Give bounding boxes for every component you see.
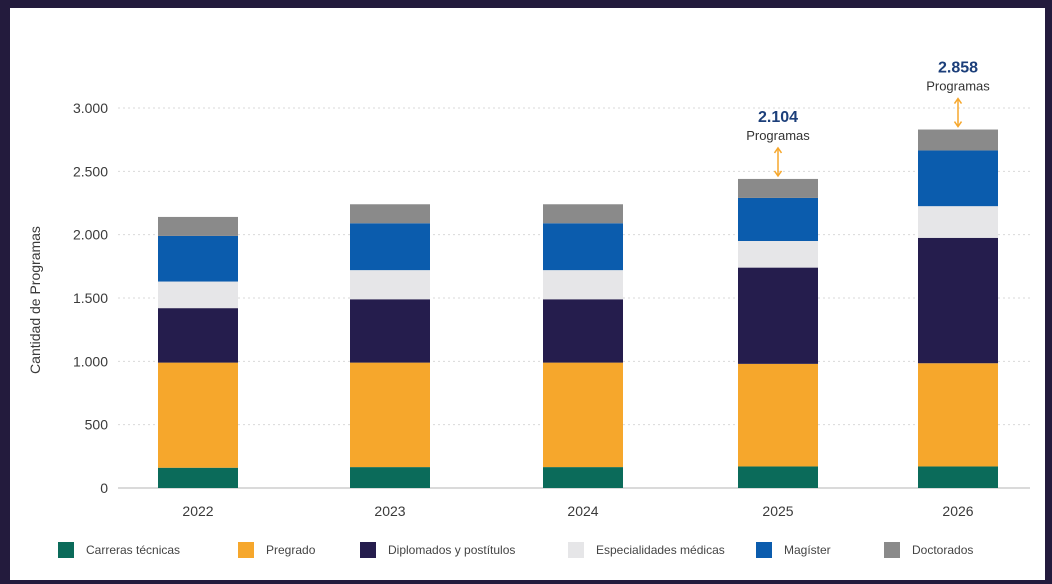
legend-item: Carreras técnicas	[58, 542, 238, 558]
legend-item: Doctorados	[884, 542, 1004, 558]
legend-swatch	[238, 542, 254, 558]
y-tick-label: 3.000	[73, 100, 108, 116]
bar-segment	[350, 362, 430, 468]
bar-segment	[543, 299, 623, 363]
y-tick-label: 2.500	[73, 163, 108, 179]
chart-panel: 0 500 1.000 1.500 2.000 2.500 3.000 2022 2023 20…	[10, 8, 1045, 580]
bar-segment	[918, 237, 998, 364]
x-axis-ticks: 2022 2023 2024 2025 2026	[182, 503, 973, 519]
annotation-arrowhead-down	[953, 121, 963, 128]
legend-label: Especialidades médicas	[596, 543, 725, 557]
bar-segment	[918, 466, 998, 488]
bar-segment	[543, 223, 623, 271]
bar-segment	[738, 267, 818, 364]
y-tick-label: 0	[100, 480, 108, 496]
bar-segment	[158, 308, 238, 363]
bar-segment	[350, 467, 430, 488]
x-tick-label: 2022	[182, 503, 213, 519]
bar-segment	[543, 270, 623, 300]
legend-label: Pregrado	[266, 543, 316, 557]
x-tick-label: 2025	[762, 503, 793, 519]
bar-segment	[918, 206, 998, 238]
legend-item: Pregrado	[238, 542, 360, 558]
x-tick-label: 2026	[942, 503, 973, 519]
bar-segment	[543, 467, 623, 488]
legend-label: Magíster	[784, 543, 831, 557]
legend-item: Especialidades médicas	[568, 542, 756, 558]
bar-segment	[543, 204, 623, 224]
legend-swatch	[360, 542, 376, 558]
legend-label: Carreras técnicas	[86, 543, 181, 557]
legend-swatch	[884, 542, 900, 558]
bar-segment	[158, 467, 238, 488]
y-axis-label: Cantidad de Programas	[27, 226, 43, 374]
annotation-value: 2.104	[758, 109, 798, 126]
y-tick-label: 1.000	[73, 353, 108, 369]
bar-segment	[738, 466, 818, 488]
y-axis-ticks: 0 500 1.000 1.500 2.000 2.500 3.000	[73, 100, 108, 496]
legend-item: Diplomados y postítulos	[360, 542, 568, 558]
bar-segment	[918, 150, 998, 207]
bar-segment	[738, 178, 818, 198]
annotation-text: Programas	[746, 128, 810, 143]
bar-segment	[918, 363, 998, 467]
legend-label: Diplomados y postítulos	[388, 543, 516, 557]
bar-segment	[158, 216, 238, 236]
bars	[158, 129, 998, 488]
bar-segment	[918, 129, 998, 151]
legend-swatch	[568, 542, 584, 558]
bar-segment	[350, 204, 430, 224]
y-tick-label: 500	[85, 417, 109, 433]
annotation-arrowhead-down	[773, 170, 783, 178]
y-tick-label: 2.000	[73, 227, 108, 243]
bar-segment	[543, 362, 623, 468]
bar-segment	[738, 241, 818, 268]
bar-segment	[350, 299, 430, 363]
annotation-value: 2.858	[938, 60, 978, 77]
y-tick-label: 1.500	[73, 290, 108, 306]
legend-item: Magíster	[756, 542, 884, 558]
legend: Carreras técnicas Pregrado Diplomados y po…	[58, 542, 1038, 558]
bar-segment	[350, 223, 430, 271]
annotations: Programas 2.104 Programas 2.858	[746, 60, 990, 178]
bar-segment	[738, 197, 818, 241]
legend-swatch	[756, 542, 772, 558]
bar-segment	[158, 235, 238, 282]
bar-segment	[350, 270, 430, 300]
annotation-arrowhead-up	[773, 146, 783, 154]
x-tick-label: 2023	[374, 503, 405, 519]
legend-swatch	[58, 542, 74, 558]
annotation-arrowhead-up	[953, 97, 963, 104]
bar-segment	[738, 363, 818, 467]
annotation-text: Programas	[926, 79, 990, 94]
x-tick-label: 2024	[567, 503, 598, 519]
bar-segment	[158, 362, 238, 468]
legend-label: Doctorados	[912, 543, 974, 557]
bar-segment	[158, 281, 238, 309]
